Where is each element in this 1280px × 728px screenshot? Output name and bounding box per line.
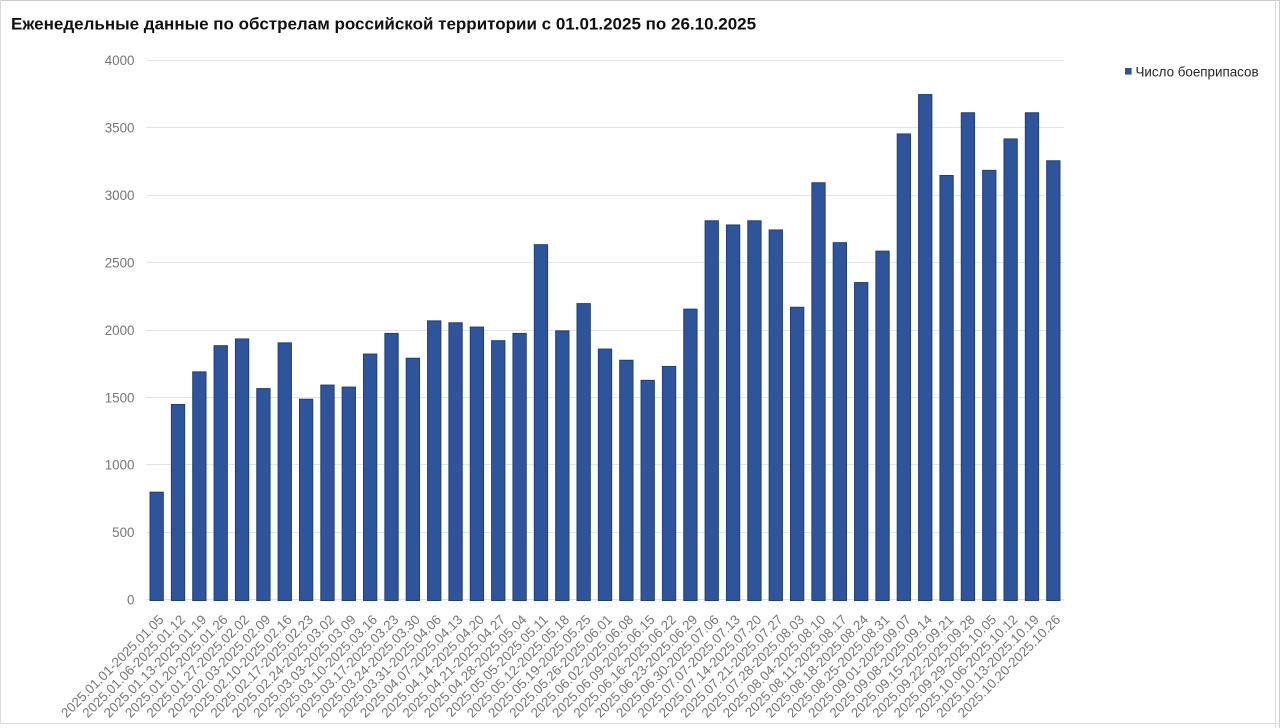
svg-text:0: 0 xyxy=(127,593,134,608)
svg-text:Еженедельные данные по обстрел: Еженедельные данные по обстрелам российс… xyxy=(11,15,756,34)
svg-text:500: 500 xyxy=(112,525,134,540)
svg-text:2500: 2500 xyxy=(105,255,135,270)
svg-text:Число боеприпасов: Число боеприпасов xyxy=(1136,65,1259,80)
svg-text:3500: 3500 xyxy=(105,121,135,136)
svg-text:1500: 1500 xyxy=(105,390,135,405)
svg-text:4000: 4000 xyxy=(105,53,135,68)
svg-text:3000: 3000 xyxy=(105,188,135,203)
svg-text:2000: 2000 xyxy=(105,323,135,338)
svg-text:1000: 1000 xyxy=(105,458,135,473)
